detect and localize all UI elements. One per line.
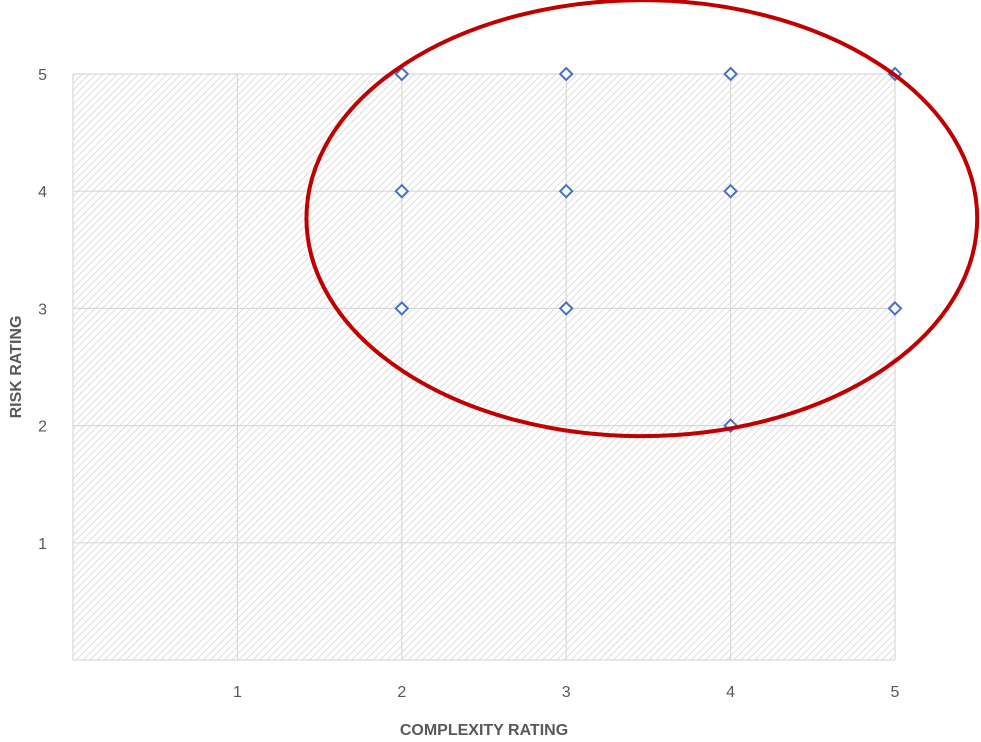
- x-tick-label: 3: [562, 684, 571, 701]
- y-tick-label: 1: [38, 536, 47, 553]
- y-tick-label: 5: [38, 67, 47, 84]
- y-tick-label: 4: [38, 184, 47, 201]
- data-point: [394, 66, 410, 82]
- data-point: [394, 183, 410, 199]
- data-point: [558, 183, 574, 199]
- x-tick-label: 2: [397, 684, 406, 701]
- tick-labels: 1 2 3 4 5 1 2 3 4 5: [38, 67, 899, 701]
- x-tick-label: 5: [891, 684, 900, 701]
- data-point: [558, 66, 574, 82]
- x-tick-label: 4: [726, 684, 735, 701]
- data-point: [723, 183, 739, 199]
- data-point: [723, 66, 739, 82]
- highlight-ellipse: [304, 0, 980, 439]
- y-tick-label: 3: [38, 301, 47, 318]
- data-points: [394, 66, 903, 434]
- data-point: [887, 300, 903, 316]
- annotations: [304, 0, 980, 439]
- plot-area: [73, 74, 895, 660]
- gridlines: [72, 73, 896, 661]
- data-point: [394, 300, 410, 316]
- x-tick-label: 1: [233, 684, 242, 701]
- y-tick-label: 2: [38, 419, 47, 436]
- y-axis-title: RISK RATING: [8, 316, 25, 419]
- x-axis-title: COMPLEXITY RATING: [400, 722, 568, 739]
- data-point: [558, 300, 574, 316]
